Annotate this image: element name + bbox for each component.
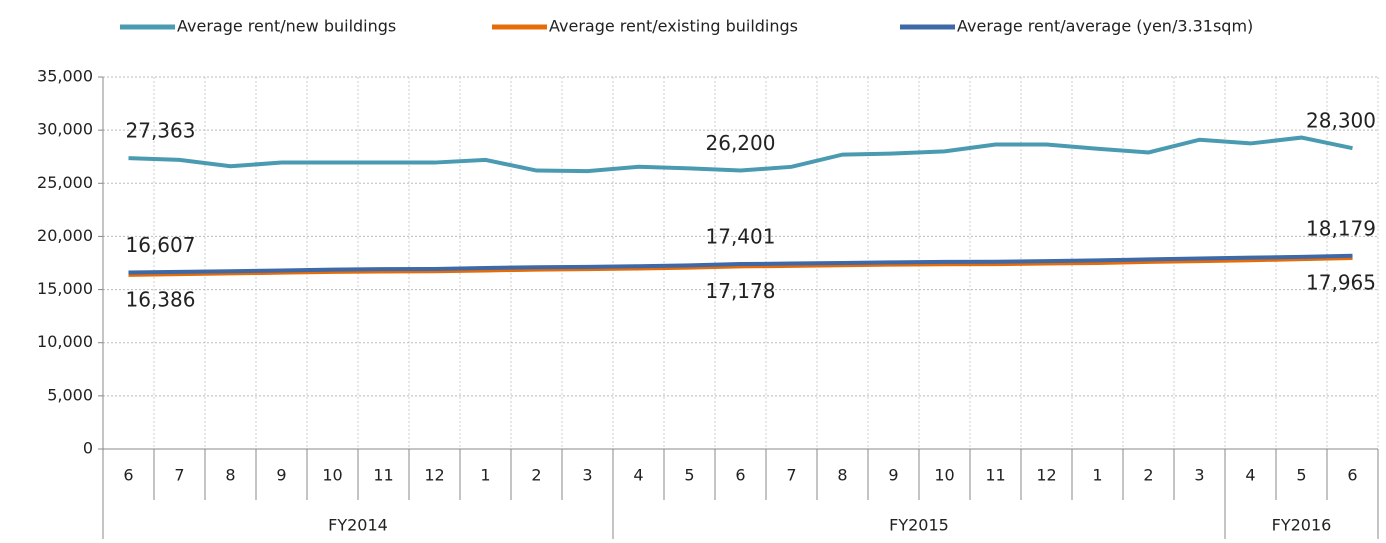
x-tick-label: 10 bbox=[934, 466, 954, 485]
series-line bbox=[128, 253, 1353, 275]
y-tick-label: 5,000 bbox=[47, 385, 93, 404]
y-tick-label: 10,000 bbox=[37, 332, 93, 351]
y-tick-label: 35,000 bbox=[37, 67, 93, 86]
x-tick-label: 9 bbox=[276, 466, 286, 485]
x-tick-label: 6 bbox=[123, 466, 133, 485]
data-label: 18,179 bbox=[1306, 216, 1376, 240]
y-tick-label: 25,000 bbox=[37, 173, 93, 192]
x-tick-label: 4 bbox=[1245, 466, 1255, 485]
x-tick-label: 8 bbox=[837, 466, 847, 485]
x-tick-label: 2 bbox=[531, 466, 541, 485]
x-tick-label: 7 bbox=[786, 466, 796, 485]
x-tick-label: 11 bbox=[985, 466, 1005, 485]
data-label: 28,300 bbox=[1306, 109, 1376, 133]
data-label: 17,401 bbox=[706, 225, 776, 249]
x-tick-label: 6 bbox=[735, 466, 745, 485]
x-tick-label: 11 bbox=[373, 466, 393, 485]
x-tick-label: 7 bbox=[174, 466, 184, 485]
x-tick-label: 12 bbox=[424, 466, 444, 485]
x-tick-label: 5 bbox=[684, 466, 694, 485]
y-tick-label: 0 bbox=[83, 439, 93, 458]
data-label: 16,607 bbox=[126, 233, 196, 257]
x-tick-label: 10 bbox=[322, 466, 342, 485]
x-tick-label: 12 bbox=[1036, 466, 1056, 485]
data-label: 26,200 bbox=[706, 131, 776, 155]
x-tick-label: 1 bbox=[480, 466, 490, 485]
group-label: FY2014 bbox=[328, 516, 388, 535]
series-line bbox=[128, 256, 1353, 277]
y-tick-label: 30,000 bbox=[37, 120, 93, 139]
legend-label: Average rent/existing buildings bbox=[549, 17, 798, 36]
data-label: 17,965 bbox=[1306, 271, 1376, 295]
x-tick-label: 2 bbox=[1143, 466, 1153, 485]
x-tick-label: 3 bbox=[1194, 466, 1204, 485]
x-tick-label: 8 bbox=[225, 466, 235, 485]
x-tick-label: 5 bbox=[1296, 466, 1306, 485]
data-label: 16,386 bbox=[126, 287, 196, 311]
data-label: 17,178 bbox=[706, 279, 776, 303]
x-tick-label: 1 bbox=[1092, 466, 1102, 485]
x-tick-label: 3 bbox=[582, 466, 592, 485]
data-label: 27,363 bbox=[126, 119, 196, 143]
legend-label: Average rent/new buildings bbox=[177, 17, 396, 36]
series-line bbox=[128, 135, 1353, 174]
group-label: FY2015 bbox=[889, 516, 949, 535]
y-tick-label: 15,000 bbox=[37, 279, 93, 298]
group-label: FY2016 bbox=[1272, 516, 1332, 535]
legend-label: Average rent/average (yen/3.31sqm) bbox=[957, 17, 1253, 36]
y-tick-label: 20,000 bbox=[37, 226, 93, 245]
x-tick-label: 6 bbox=[1347, 466, 1357, 485]
x-tick-label: 9 bbox=[888, 466, 898, 485]
x-tick-label: 4 bbox=[633, 466, 643, 485]
